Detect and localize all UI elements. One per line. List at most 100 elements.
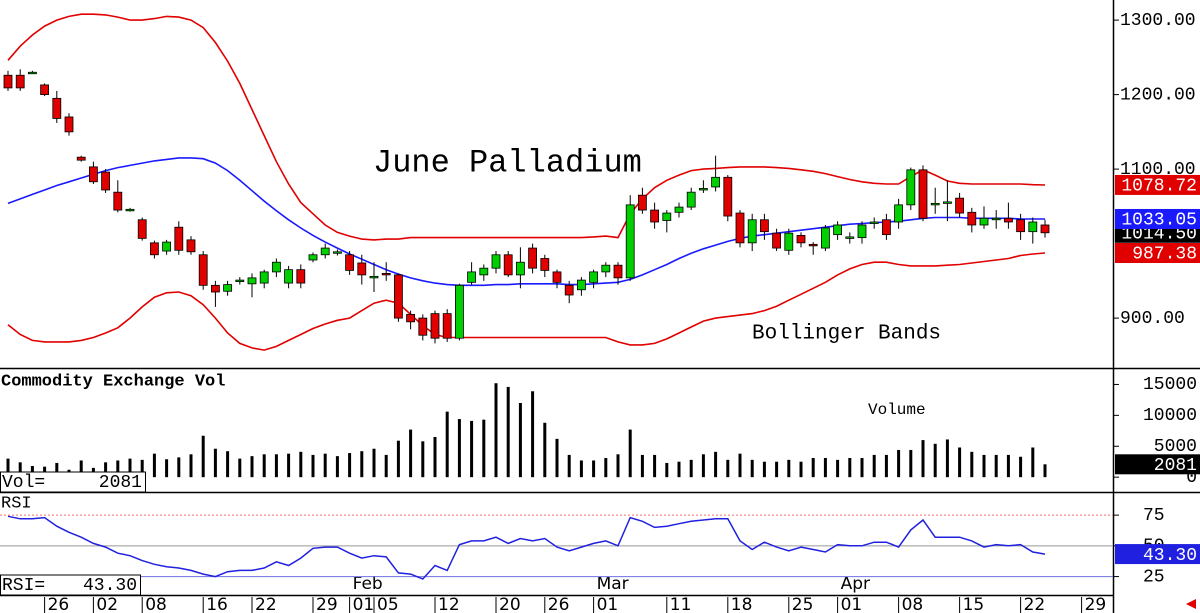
volume-bar <box>884 454 888 478</box>
y-tick-label: 25 <box>1143 567 1165 587</box>
candle-body <box>284 269 294 284</box>
y-tick-label: 0 <box>1186 468 1197 488</box>
volume-bar <box>6 458 10 478</box>
volume-bar <box>348 453 352 478</box>
volume-bar <box>177 457 181 478</box>
y-tick-label: 900.00 <box>1120 309 1185 329</box>
volume-bar <box>457 419 461 478</box>
candle-body <box>857 224 867 239</box>
x-tick-label: 20 <box>499 595 521 613</box>
value-box-label: 2081 <box>1154 456 1197 476</box>
candle-body <box>516 261 525 276</box>
volume-bar <box>653 454 657 478</box>
volume-bar <box>250 456 254 478</box>
x-tick-label: 01 <box>597 595 619 613</box>
x-tick-label: 26 <box>48 595 70 613</box>
candle-body <box>27 71 37 75</box>
volume-bar <box>592 460 596 478</box>
candle-body <box>955 197 964 214</box>
volume-bar <box>506 386 510 478</box>
y-tick-label: 75 <box>1143 506 1165 526</box>
volume-bar <box>689 459 693 478</box>
volume-bar <box>848 458 852 478</box>
candle-body <box>174 226 184 251</box>
month-label: Feb <box>353 574 383 594</box>
volume-bar <box>238 458 242 478</box>
volume-bar <box>1006 454 1010 478</box>
x-tick-label: 02 <box>96 595 118 613</box>
candle-body <box>320 247 330 256</box>
candle-body <box>735 212 745 244</box>
candle-body <box>686 191 696 208</box>
volume-bar <box>958 447 962 478</box>
candle-body <box>503 254 513 276</box>
candle-body <box>613 264 623 279</box>
candle-body <box>381 272 391 276</box>
volume-bar <box>274 454 278 478</box>
x-tick-label: 08 <box>902 595 924 613</box>
volume-bar <box>287 453 291 478</box>
x-tick-label: 15 <box>963 595 985 613</box>
candle-body <box>76 156 86 161</box>
candle-body <box>1028 221 1038 233</box>
candle-body <box>674 206 684 213</box>
candle-body <box>540 258 550 271</box>
month-label: Apr <box>841 574 870 594</box>
volume-bar <box>677 461 681 478</box>
volume-bar <box>470 420 474 478</box>
month-label: Mar <box>597 574 629 594</box>
volume-bar <box>640 454 644 478</box>
y-tick-label: 10000 <box>1143 406 1197 426</box>
y-tick-label: 5000 <box>1154 437 1197 457</box>
candle-body <box>845 236 855 239</box>
candle-body <box>1040 224 1050 234</box>
band-line <box>7 13 1046 241</box>
candle-body <box>332 251 342 254</box>
candle-body <box>967 211 977 226</box>
candle-body <box>723 176 733 217</box>
value-box <box>1115 454 1200 475</box>
volume-bar <box>762 461 766 478</box>
volume-bar <box>665 462 669 478</box>
volume-bar <box>726 459 730 478</box>
candle-body <box>991 217 1001 221</box>
candle-body <box>747 219 757 244</box>
panel-title: RSI <box>1 494 32 513</box>
volume-bar <box>55 462 59 478</box>
value-box-label: 987.38 <box>1132 245 1197 265</box>
volume-bar <box>384 454 388 478</box>
candle-body <box>894 204 903 223</box>
volume-bar <box>750 459 754 478</box>
candle-body <box>223 284 233 292</box>
volume-bar <box>165 459 169 478</box>
volume-bar <box>567 454 571 478</box>
candle-body <box>760 219 769 233</box>
readout-value: 2081 <box>99 473 142 493</box>
annotation: Volume <box>868 401 926 419</box>
candle-body <box>796 235 806 244</box>
volume-bar <box>872 454 876 478</box>
x-tick-label: 22 <box>255 595 277 613</box>
volume-bar <box>531 391 535 478</box>
x-tick-label: 29 <box>1085 595 1107 613</box>
volume-bar <box>189 454 193 478</box>
volume-bar <box>738 453 742 478</box>
volume-bar <box>543 422 547 478</box>
x-tick-label: 05 <box>377 595 399 613</box>
volume-bar <box>311 454 315 478</box>
volume-bar <box>128 458 132 478</box>
x-tick-label: 08 <box>145 595 167 613</box>
annotation: Bollinger Bands <box>752 323 941 346</box>
volume-bar <box>104 462 108 478</box>
readout-value: 43.30 <box>83 576 137 596</box>
volume-bar <box>579 460 583 478</box>
volume-bar <box>396 440 400 478</box>
volume-bar <box>909 449 913 478</box>
value-box-label: 1033.05 <box>1121 211 1197 231</box>
value-box <box>1115 242 1200 263</box>
x-tick-label: 11 <box>670 595 692 613</box>
candle-body <box>125 208 135 212</box>
volume-bar <box>226 451 230 478</box>
scroll-arrow[interactable] <box>1186 599 1196 609</box>
